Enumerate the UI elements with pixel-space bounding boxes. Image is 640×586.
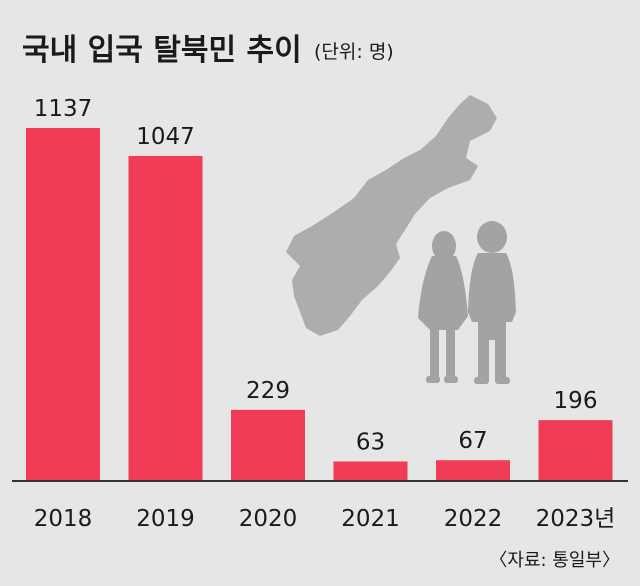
bar-5	[538, 420, 613, 481]
source-note: 〈자료: 통일부〉	[489, 550, 620, 571]
bar-0	[26, 128, 100, 481]
value-label-2: 229	[246, 378, 290, 404]
bar-4	[436, 460, 510, 481]
category-label-2: 2020	[239, 506, 298, 532]
bar-1	[128, 155, 203, 481]
value-label-1: 1047	[136, 124, 195, 150]
north-korea-map	[286, 95, 497, 336]
category-label-4: 2022	[444, 506, 503, 532]
value-labels-group: 1137 1047 229 63 67 196	[34, 96, 598, 455]
category-label-0: 2018	[34, 506, 93, 532]
bar-3	[333, 461, 408, 481]
value-label-0: 1137	[34, 96, 93, 122]
value-label-5: 196	[554, 388, 598, 414]
bars-group	[26, 128, 613, 481]
category-labels-group: 2018 2019 2020 2021 2022 2023년	[34, 506, 616, 532]
category-label-3: 2021	[341, 506, 400, 532]
category-label-1: 2019	[136, 506, 195, 532]
chart-title: 국내 입국 탈북민 추이	[22, 33, 302, 68]
person-male-silhouette	[468, 221, 516, 384]
north-korea-map-illustration	[286, 95, 497, 336]
value-label-4: 67	[458, 428, 487, 454]
bar-2	[231, 409, 305, 481]
value-label-3: 63	[356, 429, 385, 455]
defectors-silhouette-illustration	[418, 221, 516, 384]
chart-unit: (단위: 명)	[314, 41, 394, 63]
category-label-5: 2023년	[536, 506, 616, 532]
person-female-silhouette	[418, 231, 468, 383]
